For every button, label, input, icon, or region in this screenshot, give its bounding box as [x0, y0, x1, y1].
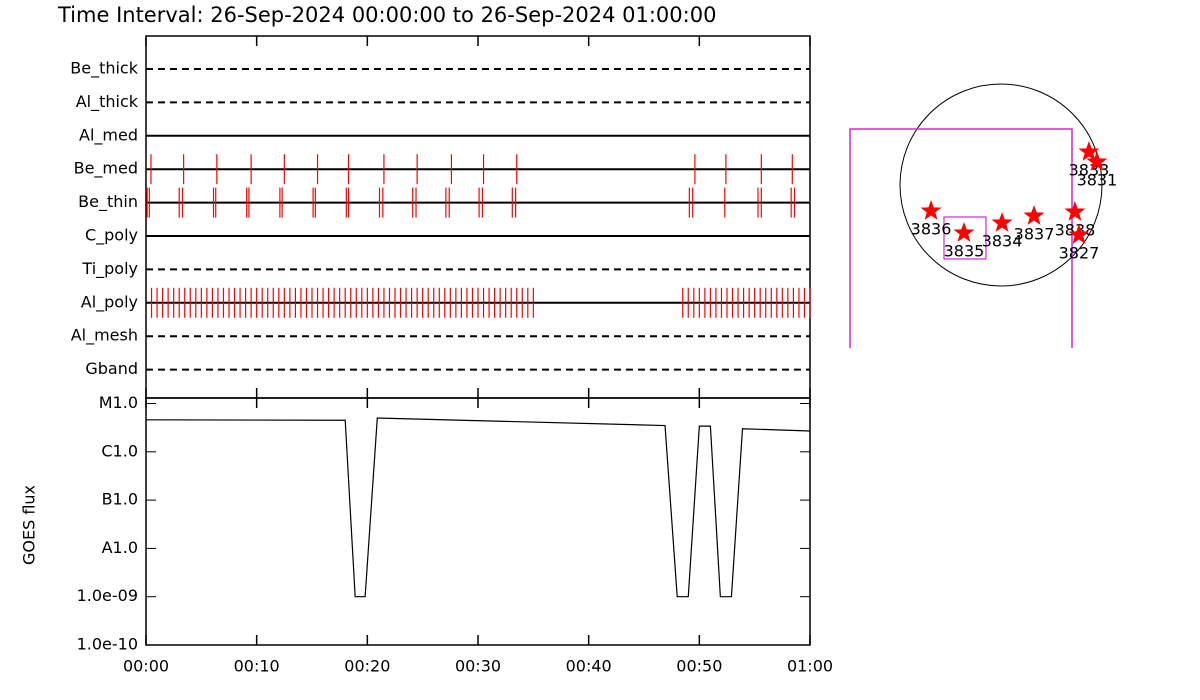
solar-limb [899, 83, 1103, 287]
row-label: Be_thin [78, 192, 138, 212]
active-region-star [920, 199, 942, 220]
row-label: Ti_poly [81, 259, 138, 279]
y-tick-label: A1.0 [102, 538, 138, 557]
y-tick-label: M1.0 [99, 393, 138, 412]
y-axis-label: GOES flux [20, 485, 39, 565]
xrt-fov [849, 128, 1073, 348]
y-tick-label: C1.0 [101, 441, 138, 460]
region-label: 3837 [1014, 225, 1055, 244]
row-label: Al_mesh [71, 326, 138, 346]
active-region-star [1023, 205, 1045, 225]
region-label: 3835 [944, 241, 985, 260]
active-region-star [1078, 140, 1100, 161]
active-region-star [1064, 201, 1086, 221]
region-label: 3827 [1059, 243, 1100, 262]
y-tick-label: B1.0 [102, 490, 138, 509]
region-label: 3831 [1077, 170, 1118, 189]
y-tick-label: 1.0e-09 [77, 586, 138, 605]
y-tick-label: 1.0e-10 [77, 635, 138, 654]
row-label: C_poly [85, 226, 138, 246]
x-tick-label: 00:20 [344, 657, 390, 676]
region-label: 3834 [982, 231, 1023, 250]
row-label: Be_med [74, 159, 138, 179]
row-label: Al_thick [76, 92, 139, 112]
row-label: Be_thick [70, 59, 138, 79]
x-tick-label: 00:00 [123, 657, 169, 676]
active-region-star [1068, 223, 1090, 244]
row-label: Al_poly [81, 292, 138, 312]
x-tick-label: 00:10 [234, 657, 280, 676]
x-tick-label: 00:30 [455, 657, 501, 676]
region-label: 3836 [911, 219, 952, 238]
active-region-star [991, 211, 1013, 232]
active-region-star [953, 221, 975, 242]
row-label: Gband [85, 359, 138, 378]
goes-flux-line [145, 417, 811, 598]
x-tick-label: 00:50 [676, 657, 722, 676]
active-region-star [1086, 150, 1108, 171]
x-tick-label: 01:00 [787, 657, 833, 676]
panel-frame [145, 35, 811, 399]
target-box [943, 216, 987, 260]
x-tick-label: 00:40 [566, 657, 612, 676]
chart-title: Time Interval: 26-Sep-2024 00:00:00 to 2… [57, 3, 716, 27]
row-label: Al_med [79, 125, 138, 145]
